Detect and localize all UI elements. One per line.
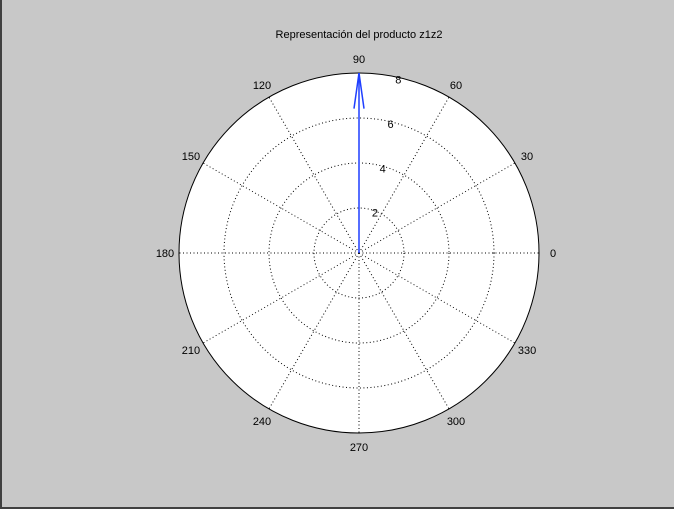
angle-tick-label: 270 [350,442,368,454]
chart-title: Representación del producto z1z2 [276,29,443,41]
polar-tick-labels: 2 4 6 8 0 30 60 90 120 150 180 210 240 270 300 330 [156,54,556,454]
angle-tick-label: 210 [182,345,200,357]
angle-tick-label: 240 [253,416,271,428]
radial-grid-ring [268,162,450,344]
angle-tick-label: 300 [447,416,465,428]
radial-tick-label: 2 [372,208,378,220]
polar-series [353,72,365,253]
radial-tick-label: 6 [387,119,393,131]
angle-tick-label: 330 [518,345,536,357]
radial-grid-ring [313,207,405,299]
arrow-head-line [358,72,365,109]
radial-grid-ring [223,117,495,389]
radial-tick-label: 4 [380,163,386,175]
angle-tick-label: 60 [450,80,462,92]
angle-tick-label: 30 [521,151,533,163]
radial-tick-label: 8 [395,75,401,87]
angle-tick-label: 90 [353,54,365,66]
angle-tick-label: 120 [253,80,271,92]
angle-tick-label: 150 [182,151,200,163]
angle-tick-label: 180 [156,248,174,260]
angle-tick-label: 0 [550,248,556,260]
arrow-head-line [353,72,360,109]
compass-arrow [353,72,365,253]
